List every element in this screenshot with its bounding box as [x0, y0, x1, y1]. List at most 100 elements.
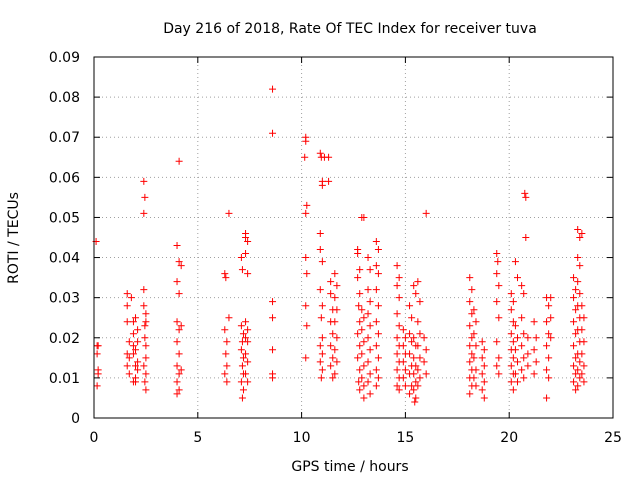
- data-point: [175, 326, 183, 334]
- data-point: [406, 390, 414, 398]
- data-point: [333, 282, 341, 290]
- data-point: [414, 366, 422, 374]
- data-point: [93, 382, 101, 390]
- data-point: [580, 362, 588, 370]
- y-tick-label: 0: [71, 411, 80, 427]
- data-point: [238, 394, 246, 402]
- data-point: [366, 370, 374, 378]
- data-point: [140, 286, 148, 294]
- axis-ticks: [93, 56, 614, 419]
- data-point: [173, 390, 181, 398]
- data-point: [401, 382, 409, 390]
- data-point: [532, 334, 540, 342]
- data-point: [532, 358, 540, 366]
- data-point: [507, 330, 515, 338]
- data-point: [372, 342, 380, 350]
- data-point: [303, 270, 311, 278]
- data-point: [574, 254, 582, 262]
- data-point: [580, 378, 588, 386]
- data-point: [411, 398, 419, 406]
- data-point: [318, 302, 326, 310]
- data-point: [366, 266, 374, 274]
- data-point: [244, 358, 252, 366]
- data-point: [543, 366, 551, 374]
- data-point: [356, 266, 364, 274]
- data-point: [238, 266, 246, 274]
- data-point: [414, 382, 422, 390]
- data-point: [530, 318, 538, 326]
- data-point: [221, 370, 229, 378]
- data-point: [570, 274, 578, 282]
- data-point: [317, 314, 325, 322]
- data-point: [480, 346, 488, 354]
- data-point: [374, 374, 382, 382]
- data-point: [132, 346, 140, 354]
- data-point: [140, 362, 148, 370]
- data-point: [237, 254, 245, 262]
- data-point: [127, 294, 135, 302]
- data-point: [406, 350, 414, 358]
- data-point: [410, 370, 418, 378]
- data-point: [495, 370, 503, 378]
- data-point: [580, 338, 588, 346]
- data-point: [472, 342, 480, 350]
- data-point: [222, 274, 230, 282]
- data-point: [574, 225, 582, 233]
- data-point: [524, 350, 532, 358]
- data-point: [511, 346, 519, 354]
- data-point: [317, 374, 325, 382]
- data-point: [372, 318, 380, 326]
- data-point: [325, 153, 333, 161]
- data-point: [237, 378, 245, 386]
- data-point: [578, 229, 586, 237]
- data-point: [269, 85, 277, 93]
- data-point: [399, 342, 407, 350]
- data-point: [393, 350, 401, 358]
- data-point: [507, 290, 515, 298]
- data-point: [472, 318, 480, 326]
- data-point: [576, 374, 584, 382]
- data-point: [572, 306, 580, 314]
- data-point: [422, 209, 430, 217]
- data-point: [408, 314, 416, 322]
- data-point: [354, 250, 362, 258]
- data-point: [466, 342, 474, 350]
- data-point: [372, 366, 380, 374]
- data-point: [578, 302, 586, 310]
- data-point: [364, 378, 372, 386]
- data-point: [329, 374, 337, 382]
- y-tick-label: 0.03: [49, 291, 80, 307]
- data-point: [374, 270, 382, 278]
- data-point: [578, 370, 586, 378]
- data-point: [360, 382, 368, 390]
- data-point: [364, 310, 372, 318]
- plot-frame: [93, 56, 614, 419]
- data-point: [358, 306, 366, 314]
- data-point: [360, 394, 368, 402]
- data-point: [578, 350, 586, 358]
- data-point: [524, 362, 532, 370]
- data-point: [493, 270, 501, 278]
- data-point: [175, 386, 183, 394]
- data-point: [543, 342, 551, 350]
- data-point: [522, 193, 530, 201]
- data-point: [576, 262, 584, 270]
- data-point: [223, 362, 231, 370]
- data-point: [374, 302, 382, 310]
- data-point: [177, 366, 185, 374]
- data-point: [221, 270, 229, 278]
- data-point: [578, 326, 586, 334]
- data-point: [412, 394, 420, 402]
- data-point: [355, 302, 363, 310]
- data-point: [570, 318, 578, 326]
- data-point: [543, 318, 551, 326]
- chart-title: Day 216 of 2018, Rate Of TEC Index for r…: [163, 21, 537, 37]
- data-point: [327, 290, 335, 298]
- data-point: [518, 314, 526, 322]
- data-point: [356, 342, 364, 350]
- data-point: [416, 330, 424, 338]
- data-point: [366, 346, 374, 354]
- data-point: [123, 302, 131, 310]
- data-point: [393, 310, 401, 318]
